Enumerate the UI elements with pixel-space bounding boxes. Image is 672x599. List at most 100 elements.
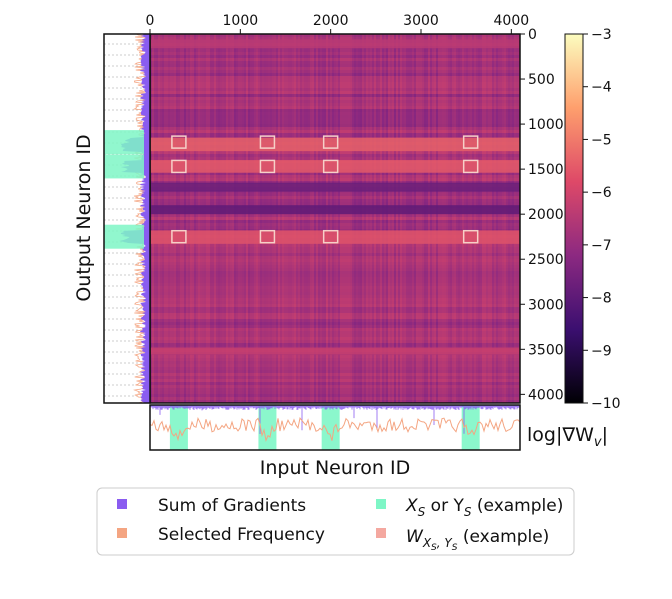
heatmap-column-cell [310,34,312,403]
heatmap-row-cell [150,118,520,121]
heatmap-column-cell [166,34,168,403]
heatmap-column-cell [302,34,304,403]
heatmap-row-cell [150,58,520,61]
heatmap-row-cell [150,181,520,184]
heatmap-column-cell [254,34,256,403]
profile-highlight-col [461,405,480,450]
heatmap-column-cell [480,34,482,403]
heatmap-row-cell [150,97,520,100]
heatmap-column-cell [170,34,172,403]
heatmap-row-cell [150,124,520,127]
legend-xs-or-ys: XS or YS (example) [405,496,563,519]
x-tick-label: 3000 [403,13,439,29]
heatmap-row-cell [150,313,520,316]
heatmap-column-cell [400,34,402,403]
highlight-box [462,159,479,174]
heatmap-column-cell [346,34,348,403]
heatmap-row-cell [150,115,520,118]
heatmap-row-cell [150,154,520,157]
heatmap-column-cell [208,34,210,403]
heatmap-column-cell [494,34,496,403]
heatmap-row-cell [150,358,520,361]
heatmap-column-cell [342,34,344,403]
heatmap-row-cell [150,280,520,283]
heatmap-column-cell [322,34,324,403]
heatmap-column-cell [376,34,378,403]
heatmap-row-cell [150,82,520,85]
heatmap-column-cell [398,34,400,403]
highlight-box [462,135,479,149]
heatmap-column-cell [334,34,336,403]
heatmap-column-cell [418,34,420,403]
heatmap-column-cell [184,34,186,403]
heatmap-column-cell [344,34,346,403]
heatmap-row-cell [150,268,520,271]
heatmap-column-cell [518,34,520,403]
legend-sum-of-gradients: Sum of Gradients [158,496,306,516]
column-gradient-profile [149,404,521,451]
heatmap-column-cell [238,34,240,403]
heatmap-row-cell [150,109,520,112]
heatmap-band-5 [150,39,520,49]
highlight-box [171,135,187,149]
heatmap-column-cell [222,34,224,403]
heatmap-row-cell [150,34,520,37]
heatmap-column-cell [470,34,472,403]
x-axis-label: Input Neuron ID [260,457,411,479]
heatmap-column-cell [218,34,220,403]
heatmap-column-cell [180,34,182,403]
heatmap-column-cell [272,34,274,403]
heatmap-column-cell [280,34,282,403]
y-tick-label: 1000 [528,117,564,133]
highlight-box [322,229,339,244]
profile-highlight-row [104,224,144,249]
heatmap-row-cell [150,253,520,256]
heatmap-column-cell [506,34,508,403]
heatmap-row-cell [150,367,520,370]
heatmap-column-cell [428,34,430,403]
colorbar-tick-label: −10 [591,396,621,412]
heatmap-column-cell [358,34,360,403]
heatmap-column-cell [420,34,422,403]
y-tick-label: 3000 [528,297,564,313]
heatmap-column-cell [374,34,376,403]
heatmap-row-cell [150,334,520,337]
heatmap-row-cell [150,316,520,319]
heatmap-band-1 [150,160,520,173]
heatmap-column-cell [204,34,206,403]
heatmap-column-cell [440,34,442,403]
heatmap-column-cell [336,34,338,403]
heatmap-row-cell [150,256,520,259]
heatmap-column-cell [260,34,262,403]
heatmap-column-cell [370,34,372,403]
heatmap-column-cell [392,34,394,403]
heatmap-column-cell [278,34,280,403]
heatmap-column-cell [512,34,514,403]
heatmap-column-cell [196,34,198,403]
heatmap-column-cell [432,34,434,403]
heatmap-column-cell [298,34,300,403]
heatmap-column-cell [462,34,464,403]
heatmap-column-cell [154,34,156,403]
heatmap-column-cell [242,34,244,403]
y-tick-label: 500 [528,72,555,88]
heatmap-row-cell [150,265,520,268]
heatmap-row-cell [150,133,520,136]
heatmap-row-cell [150,394,520,397]
heatmap-column-cell [364,34,366,403]
heatmap-column-cell [316,34,318,403]
heatmap-column-cell [268,34,270,403]
heatmap-row-cell [150,250,520,253]
legend: Sum of Gradients Selected Frequency XS o… [96,487,575,556]
heatmap-column-cell [274,34,276,403]
heatmap-column-cell [456,34,458,403]
heatmap-column-cell [288,34,290,403]
heatmap-column-cell [332,34,334,403]
heatmap-column-cell [296,34,298,403]
heatmap-row-cell [150,328,520,331]
heatmap-column-cell [516,34,518,403]
colorbar-tick-label: −8 [591,291,612,307]
heatmap-column-cell [396,34,398,403]
colorbar-tick-label: −3 [591,27,612,43]
heatmap-column-cell [484,34,486,403]
